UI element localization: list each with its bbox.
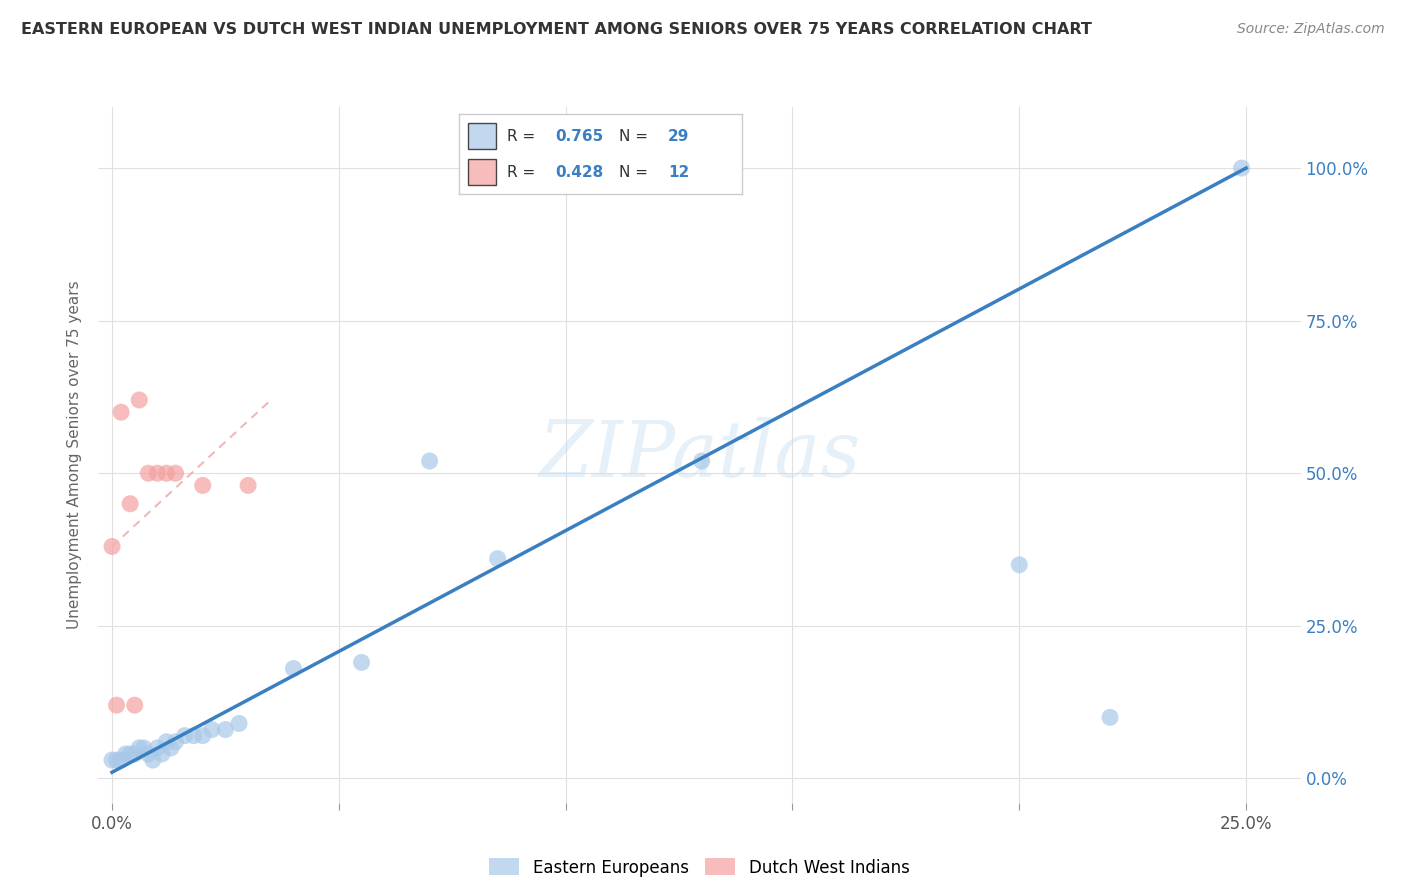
Point xyxy=(155,467,177,481)
Point xyxy=(150,747,173,761)
Point xyxy=(110,753,132,767)
Point xyxy=(114,747,136,761)
Point xyxy=(136,747,159,761)
Point xyxy=(101,753,124,767)
Point xyxy=(142,753,165,767)
Point xyxy=(214,723,236,737)
Legend: Eastern Europeans, Dutch West Indians: Eastern Europeans, Dutch West Indians xyxy=(481,850,918,885)
Point xyxy=(105,753,128,767)
Point xyxy=(136,467,159,481)
Point xyxy=(236,478,259,492)
Text: Source: ZipAtlas.com: Source: ZipAtlas.com xyxy=(1237,22,1385,37)
Point xyxy=(105,698,128,713)
Point xyxy=(120,497,142,511)
Point xyxy=(101,540,124,554)
Point xyxy=(124,698,146,713)
Point xyxy=(690,454,713,468)
Point xyxy=(173,729,195,743)
Point xyxy=(124,747,146,761)
Point xyxy=(120,747,142,761)
Point xyxy=(160,740,183,755)
Point xyxy=(1098,710,1121,724)
Point xyxy=(183,729,205,743)
Text: ZIPatlas: ZIPatlas xyxy=(538,417,860,493)
Point xyxy=(146,467,169,481)
Point xyxy=(128,740,150,755)
Point xyxy=(155,735,177,749)
Point xyxy=(486,551,509,566)
Point xyxy=(165,467,187,481)
Point xyxy=(110,405,132,419)
Y-axis label: Unemployment Among Seniors over 75 years: Unemployment Among Seniors over 75 years xyxy=(67,281,83,629)
Point xyxy=(350,656,373,670)
Point xyxy=(165,735,187,749)
Point xyxy=(132,740,155,755)
Point xyxy=(191,478,214,492)
Point xyxy=(283,661,305,675)
Point xyxy=(228,716,250,731)
Point xyxy=(1008,558,1031,572)
Point xyxy=(191,729,214,743)
Point xyxy=(419,454,441,468)
Point xyxy=(146,740,169,755)
Point xyxy=(1230,161,1253,175)
Text: EASTERN EUROPEAN VS DUTCH WEST INDIAN UNEMPLOYMENT AMONG SENIORS OVER 75 YEARS C: EASTERN EUROPEAN VS DUTCH WEST INDIAN UN… xyxy=(21,22,1092,37)
Point xyxy=(128,392,150,407)
Point xyxy=(201,723,224,737)
